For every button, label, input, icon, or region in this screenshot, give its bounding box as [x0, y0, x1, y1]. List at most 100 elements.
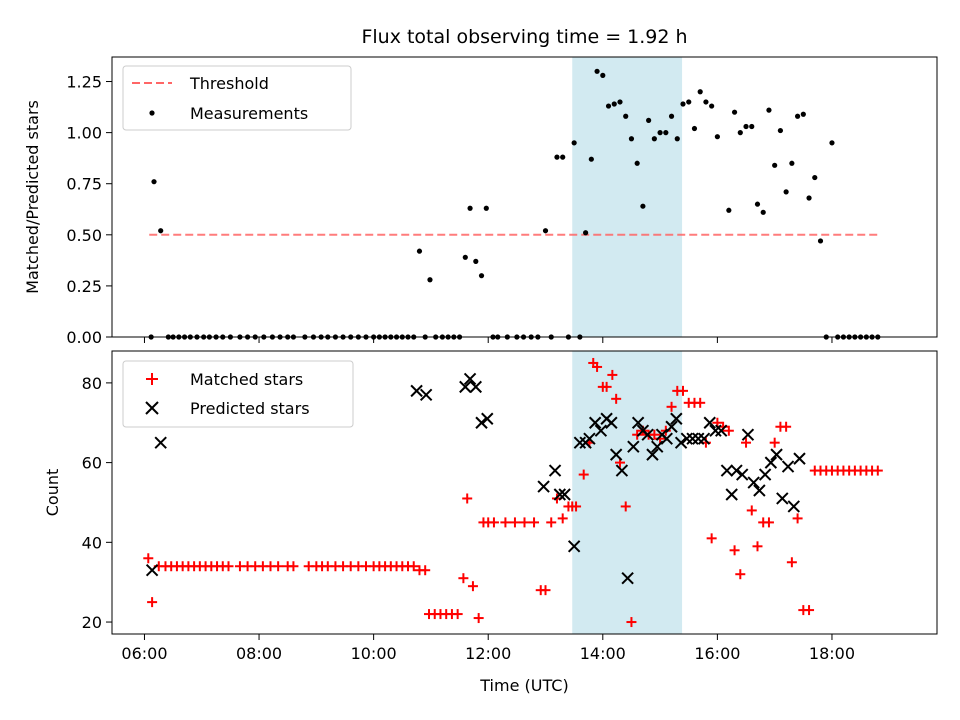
- predicted-star-point: [674, 436, 688, 449]
- legend-predicted-swatch: [145, 401, 159, 415]
- predicted-star-point: [463, 372, 477, 386]
- matched-star-point: [611, 393, 622, 404]
- matched-star-point: [519, 517, 530, 528]
- y-tick-label: 0.75: [66, 175, 102, 194]
- matched-star-point: [273, 561, 284, 572]
- matched-star-point: [601, 381, 612, 392]
- matched-star-point: [223, 561, 234, 572]
- measurement-point: [628, 136, 635, 142]
- measurement-point: [829, 140, 835, 146]
- predicted-star-point: [665, 420, 678, 433]
- measurement-point: [151, 179, 157, 185]
- x-tick-label: 14:00: [580, 644, 626, 663]
- measurement-point: [588, 156, 594, 162]
- predicted-star-point: [548, 464, 562, 477]
- predicted-star-point: [419, 388, 433, 402]
- predicted-star-point: [631, 416, 645, 429]
- measurement-point: [657, 130, 663, 136]
- measurement-point: [663, 130, 669, 136]
- matched-star-point: [500, 517, 511, 528]
- predicted-star-point: [741, 428, 755, 441]
- y-tick-label: 60: [82, 454, 102, 473]
- matched-star-point: [408, 561, 419, 572]
- chart-title: Flux total observing time = 1.92 h: [361, 26, 687, 48]
- measurement-point: [731, 109, 738, 115]
- measurement-point: [754, 201, 761, 207]
- predicted-star-points: [145, 372, 806, 585]
- matched-star-point: [723, 425, 734, 436]
- predicted-star-point: [736, 468, 749, 481]
- matched-star-point: [488, 517, 499, 528]
- predicted-star-point: [714, 424, 728, 437]
- matched-star-point: [462, 493, 473, 504]
- predicted-star-point: [680, 432, 694, 445]
- predicted-star-point: [481, 412, 494, 425]
- matched-star-point: [557, 513, 568, 524]
- matched-star-point: [649, 429, 660, 440]
- measurement-points: [148, 68, 881, 340]
- measurement-point: [594, 68, 600, 74]
- predicted-star-point: [770, 448, 783, 461]
- predicted-star-point: [567, 540, 581, 553]
- legend-matched-swatch: [146, 373, 158, 385]
- count-y-ticks: 20 40 60 80: [82, 374, 112, 632]
- predicted-star-point: [651, 440, 664, 453]
- measurement-point: [800, 111, 806, 117]
- measurement-point: [789, 160, 795, 166]
- measurement-point: [640, 203, 646, 209]
- measurement-point: [737, 130, 743, 136]
- matched-star-point: [763, 517, 774, 528]
- count-legend: Matched stars Predicted stars: [122, 360, 354, 428]
- matched-star-point: [729, 545, 740, 556]
- count-y-axis-label: Count: [43, 469, 62, 517]
- count-legend-box: [122, 360, 354, 428]
- matched-star-point: [769, 437, 780, 448]
- measurement-point: [749, 123, 755, 130]
- measurement-point: [473, 258, 479, 264]
- measurement-point: [668, 113, 675, 119]
- matched-star-point: [752, 541, 763, 552]
- matched-star-point: [571, 501, 582, 512]
- matched-star-point: [620, 501, 631, 512]
- predicted-star-point: [641, 428, 654, 441]
- measurement-point: [554, 154, 560, 160]
- matched-star-point: [592, 361, 603, 372]
- predicted-star-point: [154, 436, 167, 449]
- matched-star-point: [632, 429, 643, 440]
- predicted-star-point: [781, 460, 795, 473]
- predicted-star-point: [793, 452, 806, 465]
- y-tick-label: 1.00: [66, 124, 102, 143]
- count-x-ticks: 06:00 08:00 10:00 12:00 14:00 16:00 18:00: [121, 634, 855, 663]
- measurement-point: [726, 207, 732, 213]
- x-tick-label: 08:00: [236, 644, 282, 663]
- x-tick-label: 12:00: [465, 644, 511, 663]
- matched-star-point: [872, 465, 883, 476]
- predicted-star-point: [703, 416, 716, 429]
- matched-star-point: [706, 533, 717, 544]
- matched-star-point: [143, 553, 154, 564]
- predicted-star-point: [753, 484, 766, 497]
- matched-star-point: [666, 401, 677, 412]
- measurement-point: [646, 117, 652, 123]
- matched-star-point: [529, 517, 540, 528]
- predicted-star-point: [758, 468, 772, 481]
- matched-star-point: [458, 573, 469, 584]
- matched-star-point: [147, 597, 158, 608]
- measurement-point: [806, 195, 812, 201]
- ratio-legend: Threshold Measurements: [122, 65, 352, 131]
- predicted-star-point: [692, 432, 705, 445]
- measurement-point: [783, 189, 789, 195]
- predicted-star-point: [670, 412, 683, 425]
- predicted-star-point: [558, 488, 571, 501]
- count-highlight-span: [572, 351, 683, 634]
- legend-matched-label: Matched stars: [190, 370, 303, 389]
- matched-star-points: [143, 357, 883, 628]
- predicted-star-point: [475, 416, 488, 429]
- x-tick-label: 10:00: [351, 644, 397, 663]
- predicted-star-point: [725, 488, 738, 501]
- ratio-y-axis-label: Matched/Predicted stars: [23, 100, 42, 294]
- measurement-point: [427, 277, 433, 283]
- x-tick-label: 18:00: [809, 644, 855, 663]
- predicted-star-point: [615, 464, 629, 477]
